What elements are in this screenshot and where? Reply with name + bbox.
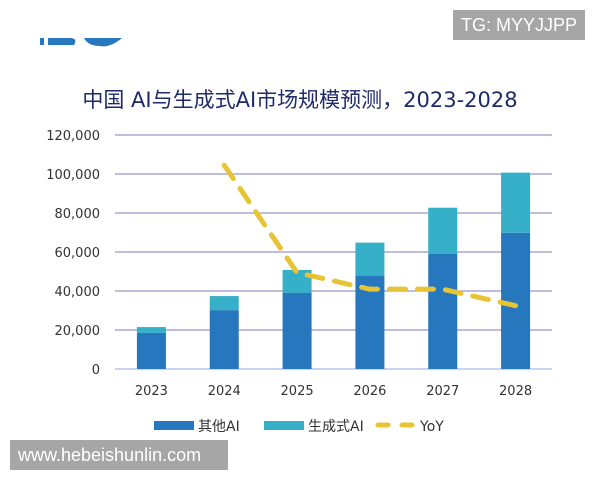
legend-swatch: [264, 421, 304, 430]
bar-generative-ai: [428, 207, 458, 254]
legend-label: 生成式AI: [308, 419, 364, 435]
legend-label: YoY: [419, 419, 444, 435]
y-tick-label: 40,000: [55, 285, 101, 300]
bar-other-ai: [282, 292, 312, 369]
bar-other-ai: [428, 253, 458, 369]
y-tick-label: 80,000: [55, 207, 101, 222]
bar-generative-ai: [209, 296, 239, 311]
legend: 其他AI 生成式AI YoY: [154, 419, 444, 435]
bar-other-ai: [209, 310, 239, 369]
y-tick-label: 120,000: [46, 129, 100, 144]
x-tick-label: 2025: [281, 384, 314, 399]
chart-title: 中国 AI与生成式AI市场规模预测，2023-2028: [82, 88, 517, 112]
watermark-top: TG: MYYJJPP: [453, 10, 586, 40]
bar-generative-ai: [355, 242, 385, 276]
y-tick-label: 100,000: [46, 168, 100, 183]
y-tick-label: 20,000: [55, 324, 101, 339]
bar-other-ai: [136, 332, 166, 369]
x-tick-label: 2024: [208, 384, 241, 399]
x-tick-label: 2023: [135, 384, 168, 399]
bar-generative-ai: [282, 269, 312, 293]
legend-swatch: [154, 421, 194, 430]
x-tick-label: 2026: [353, 384, 386, 399]
logo-fragment: [40, 38, 122, 47]
watermark-bottom: www.hebeishunlin.com: [10, 440, 228, 470]
bar-generative-ai: [501, 172, 531, 233]
bar-other-ai: [501, 232, 531, 369]
x-tick-label: 2028: [499, 384, 532, 399]
y-tick-label: 0: [92, 363, 100, 378]
yoy-line: [221, 162, 519, 309]
x-tick-label: 2027: [426, 384, 459, 399]
y-tick-label: 60,000: [55, 246, 101, 261]
legend-label: 其他AI: [198, 419, 240, 435]
bar-generative-ai: [136, 327, 166, 333]
